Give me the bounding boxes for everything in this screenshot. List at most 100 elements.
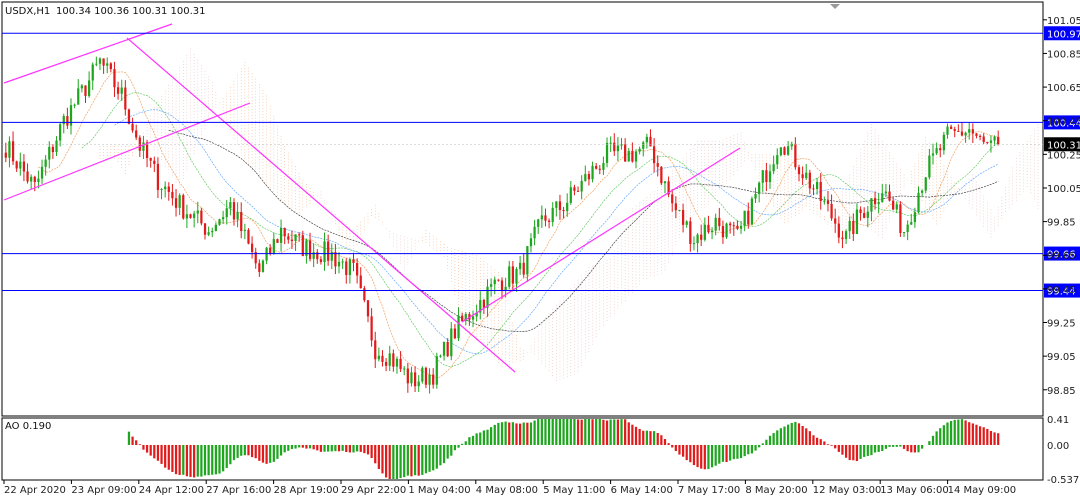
bear-candle xyxy=(102,58,105,66)
bear-candle xyxy=(801,174,804,179)
bull-candle xyxy=(620,144,623,146)
bear-candle xyxy=(26,171,29,182)
x-tick-label: 1 May 04:00 xyxy=(408,485,470,496)
bear-candle xyxy=(127,109,131,124)
chart-ohlc: 100.34 100.36 100.31 100.31 xyxy=(56,6,206,17)
bear-candle xyxy=(873,198,877,205)
bear-candle xyxy=(276,239,279,243)
bear-candle xyxy=(171,191,174,199)
bear-candle xyxy=(497,279,500,281)
bull-candle xyxy=(323,241,326,263)
bear-candle xyxy=(149,158,152,161)
level-label-box xyxy=(1044,283,1080,298)
bull-candle xyxy=(178,195,181,208)
bull-candle xyxy=(439,355,442,357)
y-tick-label: 100.85 xyxy=(1047,49,1080,60)
bear-candle xyxy=(975,133,978,136)
ao-axis: 0.41 0.00 -0.537 xyxy=(1047,415,1079,486)
bear-candle xyxy=(319,259,323,263)
bull-candle xyxy=(895,204,898,210)
bear-candle xyxy=(406,368,409,384)
bear-candle xyxy=(656,163,659,167)
x-tick-label: 22 Apr 2020 xyxy=(4,485,66,496)
bull-candle xyxy=(98,58,102,64)
bull-candle xyxy=(77,88,80,105)
bull-candle xyxy=(279,227,283,243)
bear-candle xyxy=(718,217,721,227)
bull-candle xyxy=(703,224,706,240)
bear-candle xyxy=(174,198,178,208)
main-panel-frame xyxy=(1,1,1044,417)
bull-candle xyxy=(40,166,44,179)
bear-candle xyxy=(834,218,837,224)
bear-candle xyxy=(432,374,435,385)
bear-candle xyxy=(899,204,902,234)
bear-candle xyxy=(461,315,464,321)
bear-candle xyxy=(841,237,844,240)
bear-candle xyxy=(156,163,160,190)
ao-label: AO 0.190 xyxy=(5,421,51,432)
bull-candle xyxy=(645,136,648,143)
bear-candle xyxy=(15,161,18,169)
bull-candle xyxy=(493,279,496,285)
bear-candle xyxy=(113,69,116,88)
bull-candle xyxy=(214,224,217,231)
bear-candle xyxy=(986,142,989,144)
bull-candle xyxy=(787,146,790,155)
bear-candle xyxy=(308,240,312,259)
bull-candle xyxy=(106,63,109,66)
bull-candle xyxy=(120,87,123,94)
bear-candle xyxy=(511,266,514,284)
bull-candle xyxy=(779,147,783,156)
bear-candle xyxy=(145,142,149,159)
bear-candle xyxy=(366,300,370,317)
bear-candle xyxy=(819,181,822,202)
bull-candle xyxy=(417,381,420,387)
bear-candle xyxy=(971,129,974,134)
bull-candle xyxy=(551,207,554,222)
bull-candle xyxy=(207,232,210,235)
bull-candle xyxy=(225,208,228,218)
bull-candle xyxy=(442,342,446,356)
bull-candle xyxy=(714,217,717,231)
bull-candle xyxy=(761,170,764,183)
bull-candle xyxy=(428,374,431,385)
bear-candle xyxy=(301,235,304,256)
bull-candle xyxy=(471,316,475,320)
bull-candle xyxy=(44,159,47,167)
x-tick-label: 4 May 08:00 xyxy=(476,485,538,496)
bear-candle xyxy=(852,220,855,234)
level-label-box xyxy=(1044,115,1080,130)
scroll-marker-icon[interactable] xyxy=(830,4,840,9)
x-tick-label: 8 May 20:00 xyxy=(745,485,807,496)
bear-candle xyxy=(674,203,677,211)
bear-candle xyxy=(953,129,956,131)
time-axis: 22 Apr 2020 23 Apr 09:00 24 Apr 12:00 27 Ap… xyxy=(3,480,1016,496)
candlestick-series xyxy=(4,56,1000,394)
bull-candle xyxy=(8,141,11,158)
x-tick-label: 27 Apr 16:00 xyxy=(206,485,271,496)
ao-tick-label: 0.41 xyxy=(1047,415,1069,426)
bull-candle xyxy=(403,368,406,370)
moving-average-line xyxy=(168,130,999,333)
bull-candle xyxy=(508,266,511,287)
bull-candle xyxy=(475,312,478,317)
bull-candle xyxy=(464,314,467,321)
bull-candle xyxy=(435,356,438,385)
current-price-label: 100.31 xyxy=(1047,140,1080,151)
bull-candle xyxy=(964,132,967,136)
bull-candle xyxy=(642,142,645,149)
bear-candle xyxy=(830,203,833,219)
bull-candle xyxy=(685,221,688,225)
bull-candle xyxy=(634,151,638,162)
bear-candle xyxy=(960,131,964,136)
bear-candle xyxy=(859,209,862,213)
bear-candle xyxy=(765,170,768,183)
bear-candle xyxy=(547,220,551,222)
bull-candle xyxy=(616,145,620,152)
bear-candle xyxy=(624,144,627,162)
bull-candle xyxy=(805,172,808,179)
bear-candle xyxy=(359,275,362,289)
bull-candle xyxy=(790,143,793,147)
